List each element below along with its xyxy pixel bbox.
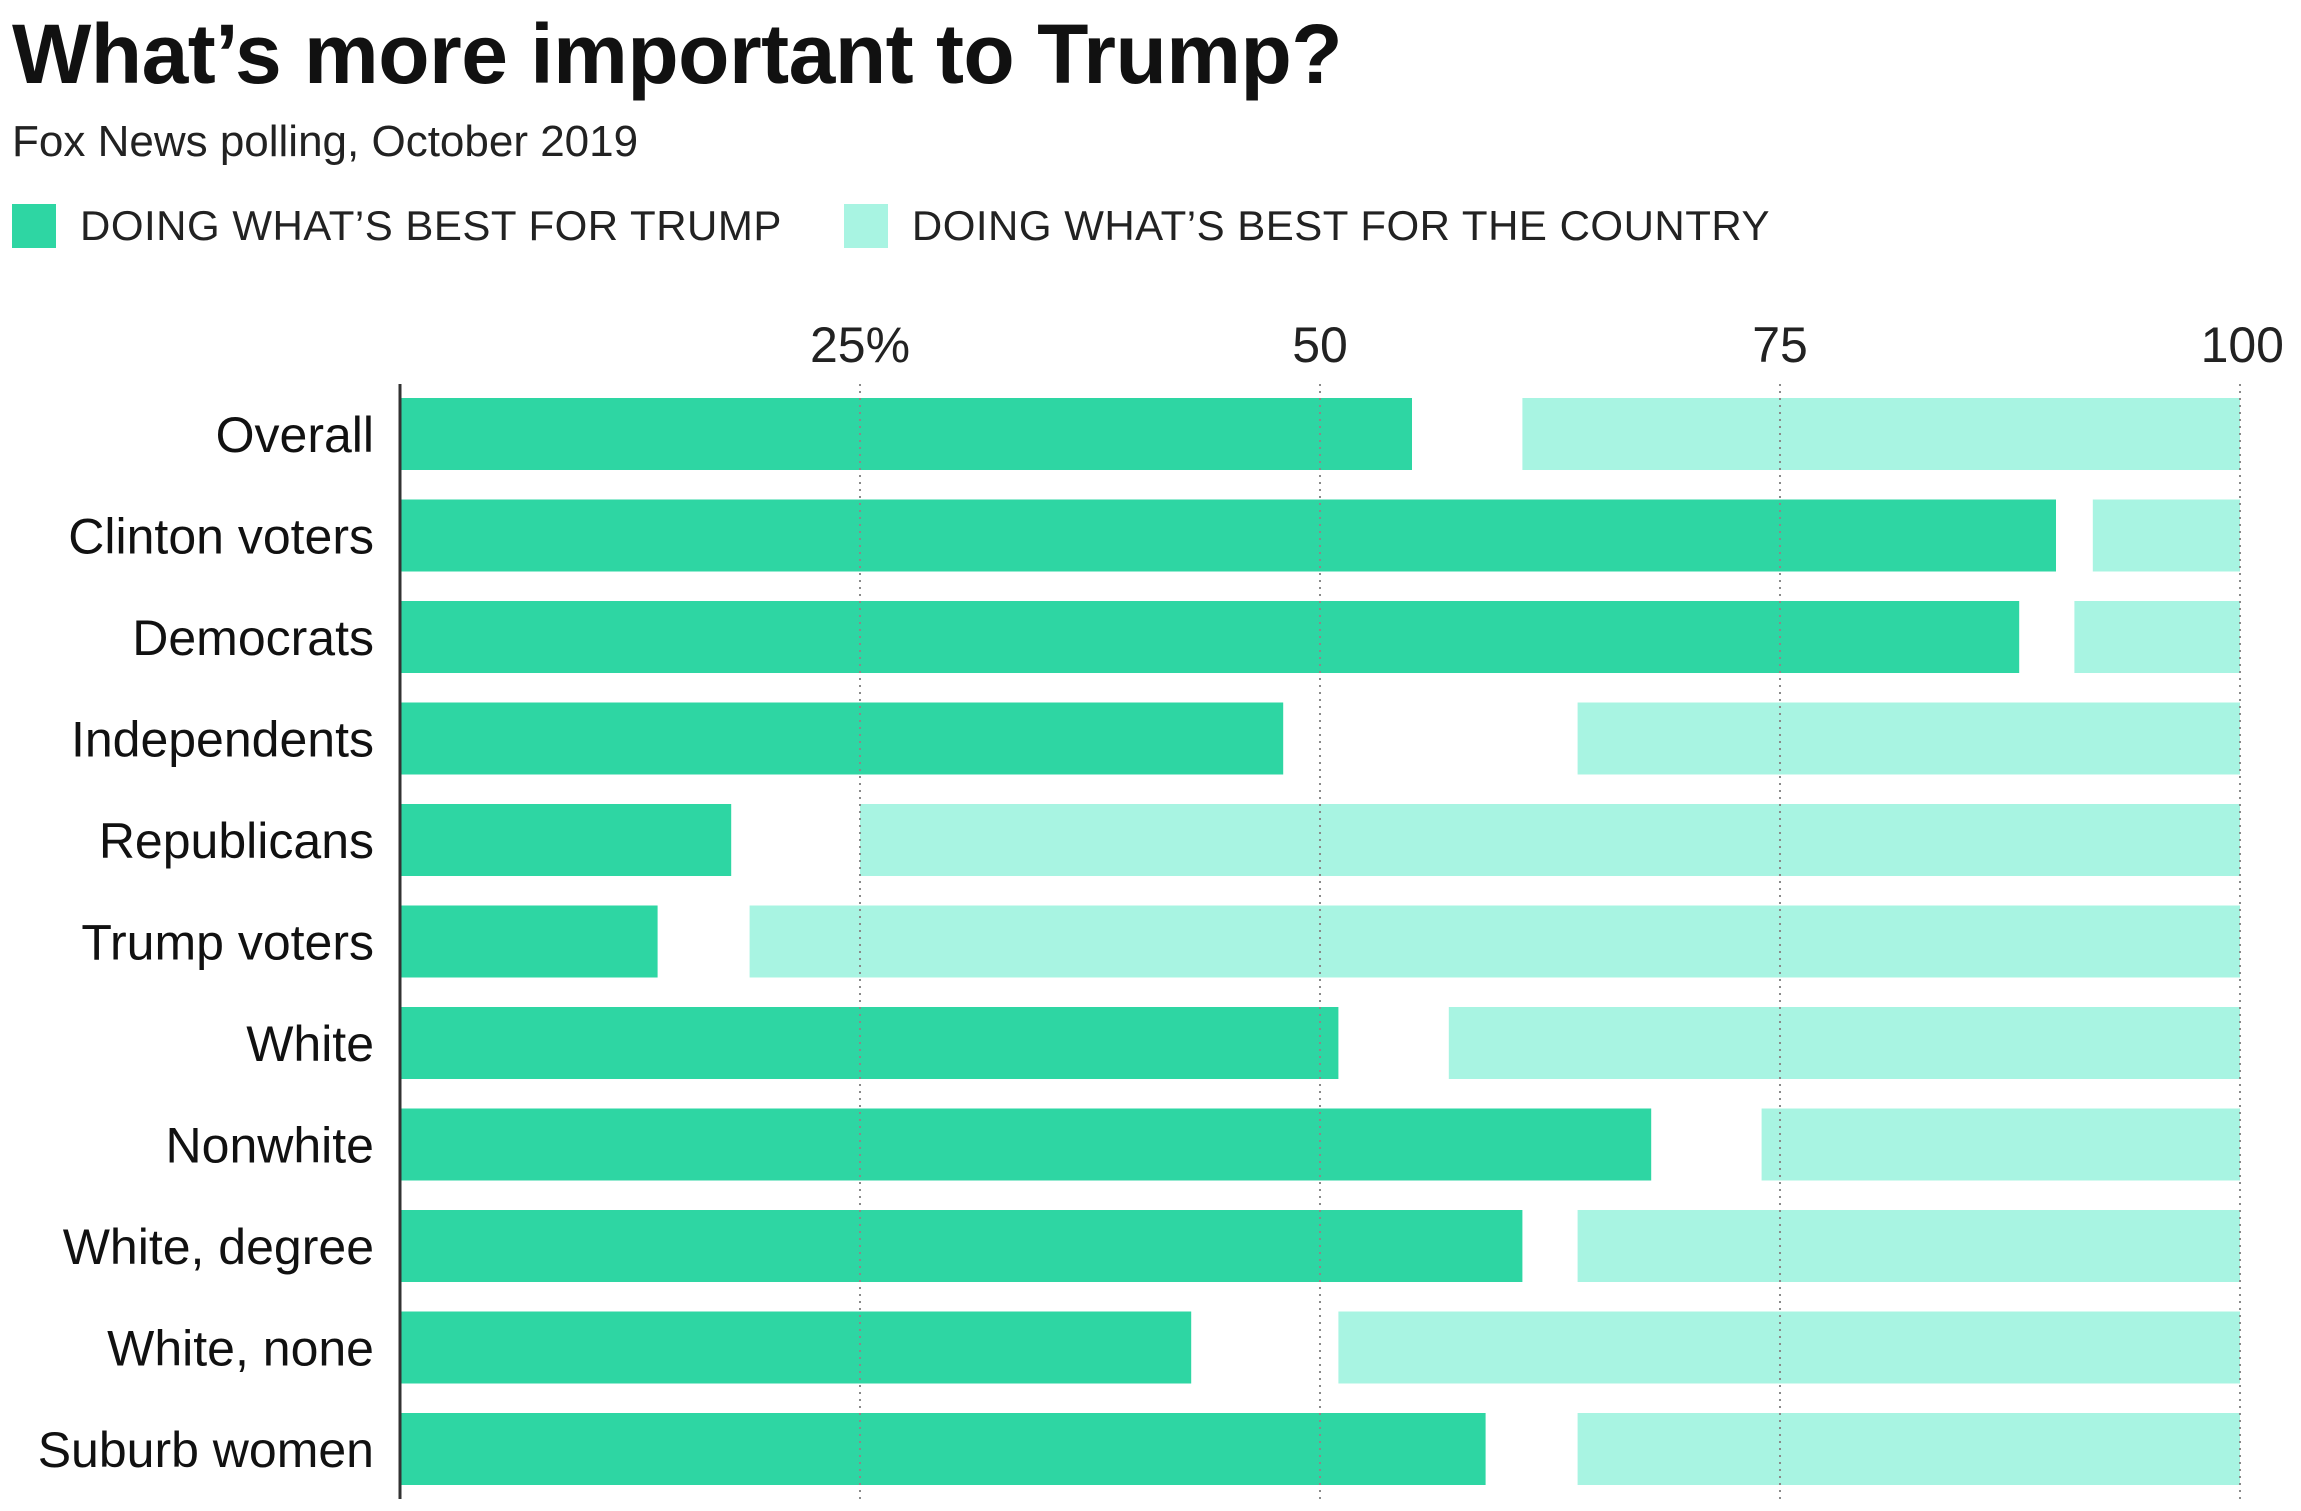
bar-trump-white-none <box>400 1311 1192 1384</box>
bar-trump-white <box>400 1007 1339 1079</box>
bar-chart: Overall Clinton voters Democrats Independen… <box>38 317 2284 1499</box>
bar-country-independents <box>1577 702 2240 775</box>
bar-trump-trump-voters <box>400 905 658 978</box>
legend-item-trump: DOING WHAT’S BEST FOR TRUMP <box>12 202 782 250</box>
legend: DOING WHAT’S BEST FOR TRUMP DOING WHAT’S… <box>12 196 1832 256</box>
category-label-republicans: Republicans <box>99 813 374 869</box>
legend-swatch-country <box>843 204 888 248</box>
bar-country-white <box>1448 1007 2240 1079</box>
category-label-white-none: White, none <box>107 1321 374 1377</box>
legend-label-trump: DOING WHAT’S BEST FOR TRUMP <box>80 202 782 249</box>
bar-trump-nonwhite <box>400 1108 1652 1181</box>
bar-trump-independents <box>400 702 1284 775</box>
legend-swatch-trump <box>12 204 56 248</box>
legend-label-country: DOING WHAT’S BEST FOR THE COUNTRY <box>911 202 1770 249</box>
tick-label-50: 50 <box>1292 317 1348 373</box>
category-label-white-degree: White, degree <box>63 1219 374 1275</box>
category-label-clinton-voters: Clinton voters <box>68 509 374 565</box>
tick-label-100: 100 <box>2201 317 2284 373</box>
bar-country-white-none <box>1338 1311 2240 1384</box>
bar-trump-democrats <box>400 601 2020 673</box>
tick-label-75: 75 <box>1752 317 1808 373</box>
category-label-nonwhite: Nonwhite <box>166 1118 374 1174</box>
category-label-independents: Independents <box>71 712 374 768</box>
category-label-suburb-women: Suburb women <box>38 1422 374 1478</box>
chart-title: What’s more important to Trump? <box>12 7 1343 101</box>
legend-item-country: DOING WHAT’S BEST FOR THE COUNTRY <box>843 202 1770 250</box>
category-label-white: White <box>246 1016 374 1072</box>
category-label-trump-voters: Trump voters <box>81 915 374 971</box>
bar-trump-suburb-women <box>400 1413 1486 1485</box>
category-label-democrats: Democrats <box>132 610 374 666</box>
bar-trump-clinton-voters <box>400 499 2056 572</box>
bar-trump-white-degree <box>400 1210 1523 1282</box>
bar-country-trump-voters <box>749 905 2240 978</box>
chart-subtitle: Fox News polling, October 2019 <box>12 117 639 166</box>
bar-country-overall <box>1522 398 2240 470</box>
bar-country-republicans <box>860 804 2240 876</box>
bar-trump-republicans <box>400 804 732 876</box>
tick-label-25: 25% <box>810 317 910 373</box>
bar-country-white-degree <box>1577 1210 2240 1282</box>
bar-trump-overall <box>400 398 1412 470</box>
bar-country-nonwhite <box>1761 1108 2240 1181</box>
category-label-overall: Overall <box>216 407 374 463</box>
bar-country-democrats <box>2074 601 2240 673</box>
bar-country-suburb-women <box>1577 1413 2240 1485</box>
bar-country-clinton-voters <box>2092 499 2240 572</box>
